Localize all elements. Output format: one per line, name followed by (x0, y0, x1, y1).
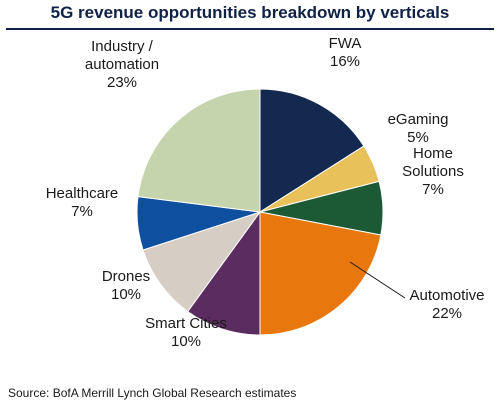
label-industry-automation: Industry / automation 23% (85, 38, 159, 91)
slice-automotive (259, 211, 382, 336)
slice-fwa (259, 88, 365, 213)
label-smart-cities: Smart Cities 10% (145, 315, 227, 350)
slice-smart-cities (187, 210, 261, 336)
automotive-leader-line (349, 261, 406, 299)
label-automotive: Automotive 22% (409, 287, 484, 322)
slice-industry-automation (137, 88, 261, 213)
label-egaming: eGaming 5% (388, 111, 449, 146)
source-note: Source: BofA Merrill Lynch Global Resear… (8, 386, 297, 400)
pie-slices (136, 88, 384, 336)
label-home-solutions: Home Solutions 7% (402, 145, 464, 198)
title-rule (6, 28, 494, 30)
label-fwa: FWA 16% (329, 35, 362, 70)
label-healthcare: Healthcare 7% (46, 185, 119, 220)
label-drones: Drones 10% (102, 268, 150, 303)
slice-labels: FWA 16% eGaming 5%Home Solutions 7% Automotive… (46, 35, 485, 350)
chart-title: 5G revenue opportunities breakdown by ve… (50, 3, 450, 22)
slice-drones (142, 211, 262, 313)
